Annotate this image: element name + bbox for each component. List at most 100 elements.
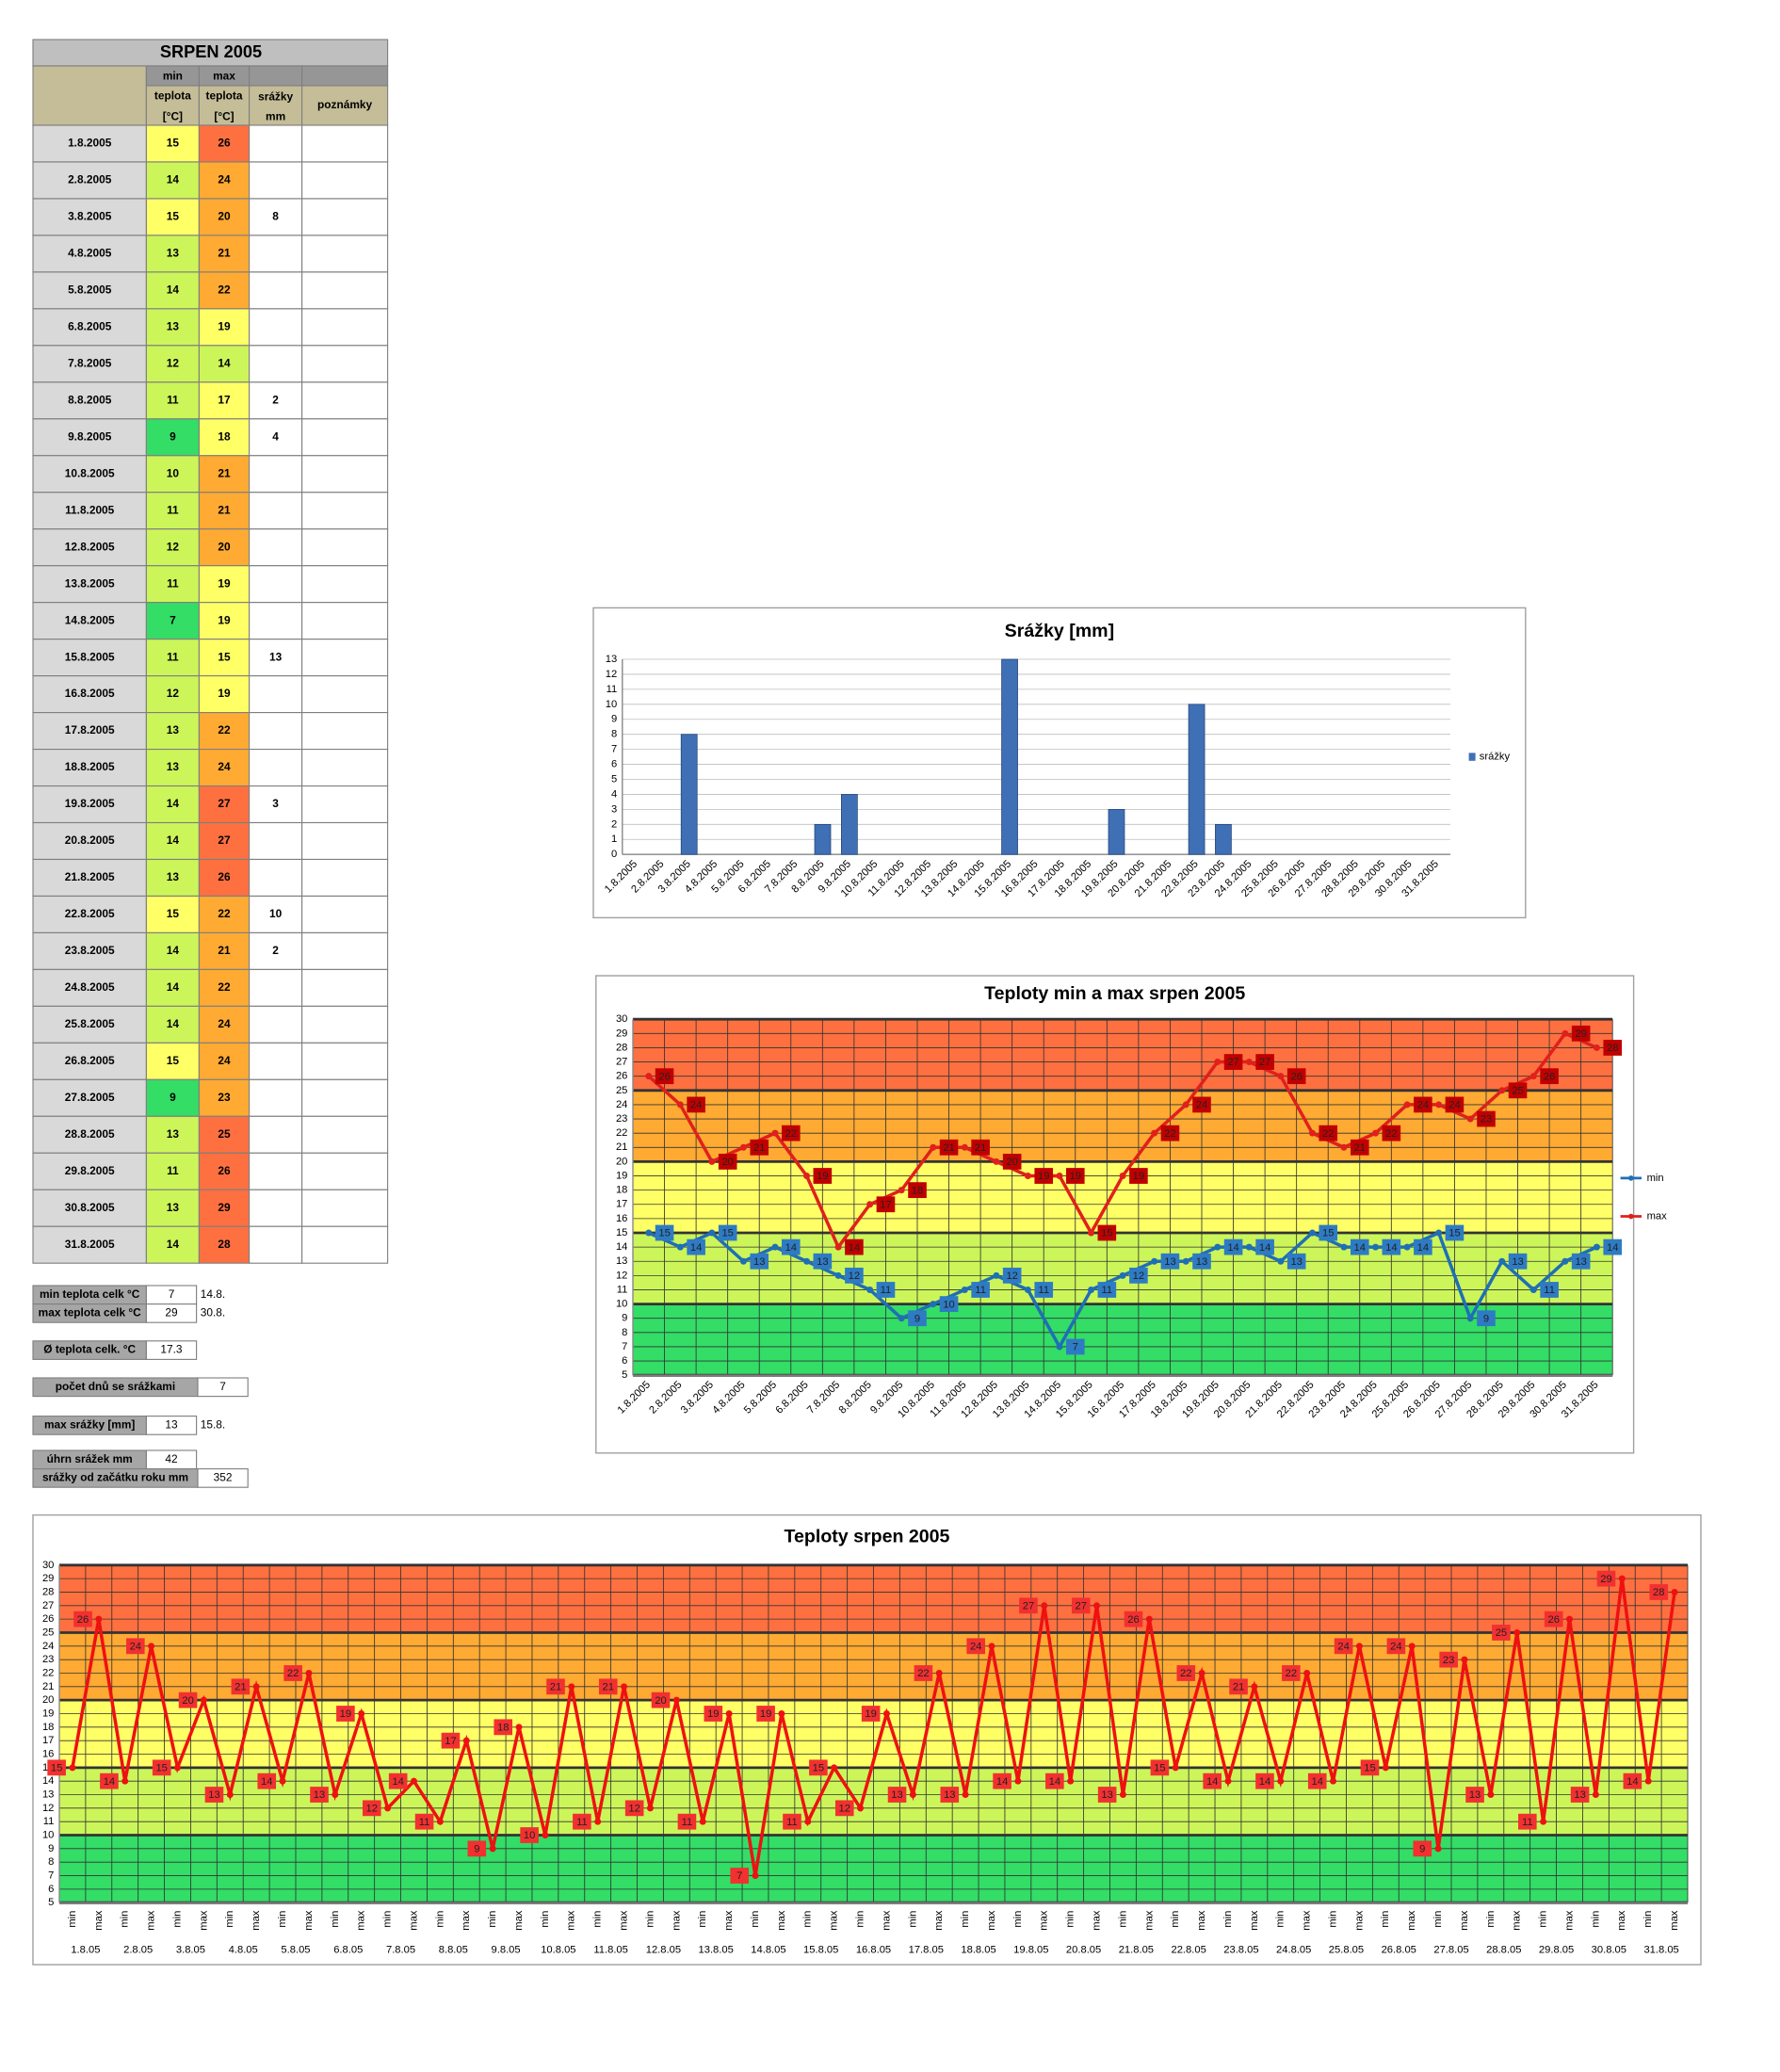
data-label: 21 — [603, 1681, 614, 1692]
point — [1403, 1101, 1411, 1109]
note-cell — [301, 1189, 389, 1227]
data-label-box — [1350, 1139, 1369, 1156]
date-cell — [32, 124, 147, 163]
point — [226, 1791, 234, 1799]
note-cell — [301, 785, 389, 824]
group-label: 22.8.05 — [1171, 1945, 1206, 1956]
x-tick-label: max — [829, 1910, 840, 1931]
data-label: 24 — [1337, 1641, 1349, 1652]
y-tick-label: 28 — [616, 1042, 627, 1053]
cell-text: 27 — [218, 834, 231, 847]
data-label: 13 — [208, 1789, 219, 1801]
note-cell — [301, 235, 389, 273]
cell-text: 26 — [218, 870, 231, 883]
cell-text: 24 — [218, 1054, 231, 1067]
rain-cell — [249, 675, 303, 714]
data-label-box — [1334, 1638, 1353, 1655]
data-label: 22 — [1180, 1668, 1191, 1679]
group-label: 28.8.05 — [1486, 1945, 1521, 1956]
point — [121, 1777, 129, 1785]
y-tick-label: 30 — [42, 1560, 54, 1571]
data-label: 14 — [1354, 1242, 1366, 1254]
point — [962, 1791, 969, 1799]
rain-cell — [249, 712, 303, 751]
data-label: 11 — [1522, 1817, 1533, 1828]
cell-text: 17.8.2005 — [65, 723, 115, 737]
cell-text: 13.8.2005 — [65, 576, 115, 590]
x-tick-label: max — [1353, 1910, 1365, 1931]
point — [252, 1683, 260, 1691]
data-label: 25 — [1512, 1085, 1523, 1096]
y-tick-label: 24 — [42, 1641, 54, 1652]
data-label-box — [939, 1296, 959, 1312]
data-label: 15 — [1101, 1228, 1112, 1239]
point — [930, 1143, 937, 1151]
data-label: 21 — [550, 1681, 561, 1692]
data-label-box — [1192, 1253, 1211, 1270]
summary-label: počet dnů se srážkami — [56, 1380, 175, 1393]
data-label: 11 — [786, 1817, 798, 1828]
point — [332, 1791, 339, 1799]
header-text: [°C] — [163, 110, 183, 123]
point — [1592, 1791, 1599, 1799]
point — [1151, 1129, 1158, 1137]
rain-cell — [249, 565, 303, 604]
point — [961, 1143, 968, 1151]
point — [384, 1805, 392, 1812]
note-cell — [301, 712, 389, 751]
data-label-box — [809, 1759, 828, 1776]
note-cell — [301, 1005, 389, 1044]
point — [1308, 1129, 1316, 1137]
note-cell — [301, 271, 389, 310]
point — [148, 1643, 155, 1650]
data-label: 11 — [576, 1817, 588, 1828]
rain-cell — [249, 821, 303, 861]
data-label-box — [152, 1759, 171, 1776]
data-label-box — [1319, 1224, 1338, 1241]
x-tick-label: min — [1222, 1911, 1234, 1928]
y-tick-label: 5 — [611, 773, 617, 785]
rain-cell — [249, 161, 303, 200]
cell-text: 22 — [218, 283, 231, 297]
data-label: 19 — [1038, 1171, 1049, 1182]
point — [857, 1805, 865, 1812]
point — [1330, 1777, 1337, 1785]
y-tick-label: 12 — [616, 1270, 627, 1281]
header-cell — [249, 65, 303, 87]
data-label-box — [781, 1125, 801, 1141]
cell-text: 20.8.2005 — [65, 834, 115, 847]
data-label-box — [1508, 1253, 1528, 1270]
point — [1340, 1143, 1348, 1151]
data-label-box — [336, 1706, 355, 1722]
data-label: 15 — [1364, 1762, 1375, 1773]
date-cell — [32, 785, 147, 824]
group-label: 10.8.05 — [541, 1945, 575, 1956]
point — [771, 1243, 779, 1251]
cell-text: 20 — [218, 210, 231, 223]
point — [1618, 1575, 1626, 1582]
date-cell — [32, 1115, 147, 1154]
data-label: 11 — [1038, 1285, 1049, 1296]
y-tick-label: 6 — [622, 1355, 627, 1367]
data-label: 22 — [1286, 1668, 1297, 1679]
note-cell — [301, 968, 389, 1007]
data-label: 27 — [1227, 1057, 1238, 1068]
x-tick-label: min — [224, 1911, 235, 1928]
point — [672, 1696, 680, 1704]
y-tick-label: 19 — [616, 1170, 627, 1181]
data-label-box — [1255, 1238, 1274, 1255]
y-tick-label: 29 — [42, 1573, 54, 1584]
data-label: 11 — [881, 1285, 892, 1296]
point — [173, 1764, 181, 1772]
data-label: 26 — [1544, 1071, 1555, 1082]
data-label: 23 — [1481, 1114, 1492, 1125]
data-label-box — [718, 1224, 737, 1241]
x-tick-label: min — [697, 1911, 708, 1928]
point — [1513, 1628, 1521, 1636]
y-tick-label: 11 — [607, 684, 618, 695]
data-label: 15 — [155, 1762, 167, 1773]
max-cell — [198, 968, 251, 1007]
point — [1308, 1229, 1316, 1237]
note-cell — [301, 418, 389, 457]
date-cell — [32, 675, 147, 714]
